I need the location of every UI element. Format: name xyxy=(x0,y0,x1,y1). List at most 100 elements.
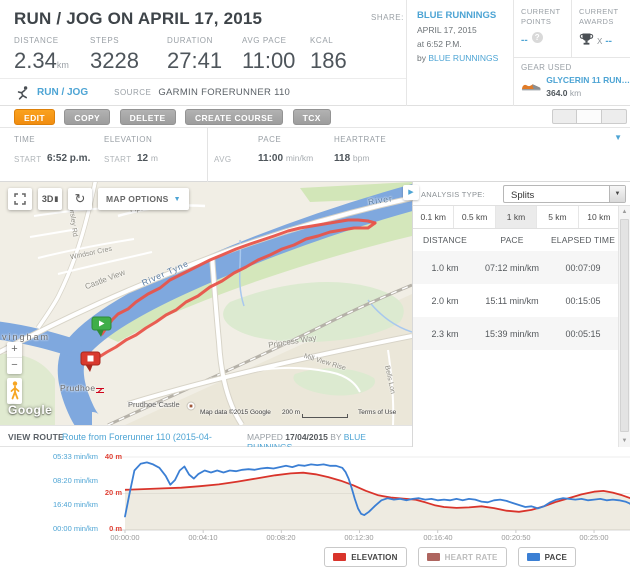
stat-kcal: KCAL 186 xyxy=(310,36,347,73)
tab-0.1km[interactable]: 0.1 km xyxy=(413,206,455,228)
time-label: TIME xyxy=(14,135,36,144)
current-points-box: CURRENT POINTS -- ? xyxy=(521,7,561,46)
zoom-in-button[interactable]: + xyxy=(7,342,22,358)
3d-icon: 3D xyxy=(41,194,54,204)
delete-button[interactable]: DELETE xyxy=(119,109,176,125)
fullscreen-button[interactable] xyxy=(8,188,32,210)
pace-axis-tick: 00:00 min/km xyxy=(52,524,98,533)
legend-pace-toggle[interactable]: PACE xyxy=(517,547,576,567)
elevation-area xyxy=(125,472,630,530)
header: RUN / JOG ON APRIL 17, 2015 SHARE: DISTA… xyxy=(0,0,630,106)
street-view-pegman[interactable] xyxy=(7,378,22,404)
table-row[interactable]: 2.0 km 15:11 min/km 00:15:05 xyxy=(431,295,601,306)
scroll-up-icon[interactable]: ▲ xyxy=(621,209,628,215)
gear-name-link[interactable]: GLYCERIN 11 RUN… xyxy=(546,75,630,85)
elevation-start-label: START xyxy=(104,155,132,164)
zoom-out-button[interactable]: − xyxy=(11,359,18,371)
panel-scrollbar[interactable]: ▲ ▼ xyxy=(618,206,630,447)
time-axis-tick: 00:25:00 xyxy=(579,533,609,542)
time-axis-tick: 00:08:20 xyxy=(266,533,296,542)
panel-collapse-button[interactable]: ▶ xyxy=(403,185,419,200)
pager-segment-2[interactable] xyxy=(577,109,602,124)
chevron-down-icon: ▼ xyxy=(173,195,181,203)
tab-0.5km[interactable]: 0.5 km xyxy=(454,206,496,228)
legend-elevation-toggle[interactable]: ELEVATION xyxy=(324,547,407,567)
time-axis-tick: 00:12:30 xyxy=(344,533,374,542)
summary-expand-caret[interactable]: ▼ xyxy=(614,133,622,142)
summary-row: TIME START 6:52 p.m. ELEVATION START 12 … xyxy=(0,128,630,182)
pegman-icon xyxy=(10,381,19,400)
rail-station-icon xyxy=(96,387,104,394)
tab-10km[interactable]: 10 km xyxy=(578,206,620,228)
analysis-type-select[interactable]: Splits ▼ xyxy=(503,185,626,203)
route-link[interactable]: Route from Forerunner 110 (2015-04- xyxy=(62,432,212,442)
shoe-icon xyxy=(521,84,541,91)
stat-strip: DISTANCE 2.34km STEPS 3228 DURATION 27:4… xyxy=(14,36,370,74)
fullscreen-icon xyxy=(14,193,26,205)
pager-segment-3[interactable] xyxy=(602,109,627,124)
by-label: by xyxy=(417,53,426,63)
source-label: SOURCE xyxy=(114,88,152,97)
points-value: -- xyxy=(521,35,528,46)
pager-segment-1[interactable] xyxy=(552,109,577,124)
toolbar: EDIT COPY DELETE CREATE COURSE TCX xyxy=(0,106,630,128)
legend-heartrate-toggle[interactable]: HEART RATE xyxy=(417,547,507,567)
mapped-label: MAPPED xyxy=(247,432,283,442)
table-row[interactable]: 1.0 km 07:12 min/km 00:07:09 xyxy=(413,251,619,284)
time-axis-tick: 00:04:10 xyxy=(188,533,218,542)
copy-button[interactable]: COPY xyxy=(64,109,111,125)
scrollbar-thumb[interactable] xyxy=(620,219,629,432)
by-user-link[interactable]: BLUE RUNNINGS xyxy=(428,53,499,63)
route-return-track xyxy=(90,221,377,366)
pace-axis-tick: 08:20 min/km xyxy=(52,476,98,485)
awards-times-label: X xyxy=(597,37,603,46)
stat-distance: DISTANCE 2.34km xyxy=(14,36,69,73)
route-map[interactable]: Horsley Rd Windsor Cres Piper Rd Castle … xyxy=(0,182,412,425)
pace-axis-tick: 05:33 min/km xyxy=(52,452,98,461)
elevation-start-value: 12 m xyxy=(137,153,158,164)
user-info: BLUE RUNNINGS APRIL 17, 2015 at 6:52 P.M… xyxy=(417,10,511,63)
activity-type-link[interactable]: RUN / JOG xyxy=(37,87,89,98)
help-icon[interactable]: ? xyxy=(531,32,543,43)
time-start-label: START xyxy=(14,155,42,164)
scroll-down-icon[interactable]: ▼ xyxy=(621,438,628,444)
analysis-type-label: ANALYSIS TYPE: xyxy=(421,190,485,199)
table-row[interactable]: 2.3 km 15:39 min/km 00:05:15 xyxy=(413,317,619,350)
map-canvas xyxy=(0,182,412,425)
create-course-button[interactable]: CREATE COURSE xyxy=(184,109,284,125)
analysis-type-bar: ANALYSIS TYPE: Splits ▼ xyxy=(413,182,630,206)
rotate-view-button[interactable]: ↻ xyxy=(68,188,92,210)
chart-plot[interactable] xyxy=(0,447,630,547)
select-dropdown-icon[interactable]: ▼ xyxy=(609,186,625,202)
user-link[interactable]: BLUE RUNNINGS xyxy=(417,10,497,21)
town-label: Prudhoe xyxy=(60,383,96,393)
view-route-bar: VIEW ROUTE Route from Forerunner 110 (20… xyxy=(0,425,412,452)
map-options-button[interactable]: MAP OPTIONS ▼ xyxy=(98,188,189,210)
chart-legend: ELEVATION HEART RATE PACE xyxy=(324,547,576,567)
gear-label: GEAR USED xyxy=(521,63,572,72)
mapped-date: 17/04/2015 xyxy=(285,432,328,442)
start-marker[interactable] xyxy=(91,316,112,337)
3d-view-button[interactable]: 3D ▮ xyxy=(38,188,62,210)
time-axis-tick: 00:00:00 xyxy=(110,533,140,542)
rotate-icon: ↻ xyxy=(74,191,86,206)
elevation-label: ELEVATION xyxy=(104,135,153,144)
divider xyxy=(571,0,572,57)
elevation-line xyxy=(124,471,630,513)
pace-line xyxy=(124,461,630,518)
divider xyxy=(513,57,630,58)
tab-5km[interactable]: 5 km xyxy=(537,206,579,228)
avg-heartrate-value: 118 bpm xyxy=(334,153,370,164)
terms-of-use-link[interactable]: Terms of Use xyxy=(358,409,397,416)
google-logo[interactable]: Google xyxy=(8,403,53,417)
edit-button[interactable]: EDIT xyxy=(14,109,55,125)
view-route-label: VIEW ROUTE xyxy=(8,432,64,442)
stop-marker[interactable] xyxy=(80,351,101,372)
source-device: GARMIN FORERUNNER 110 xyxy=(158,87,291,98)
mapped-by-label: BY xyxy=(330,432,342,442)
time-start-value: 6:52 p.m. xyxy=(47,153,91,164)
tab-1km[interactable]: 1 km xyxy=(495,206,538,228)
divider xyxy=(406,0,407,106)
tcx-button[interactable]: TCX xyxy=(292,109,331,125)
